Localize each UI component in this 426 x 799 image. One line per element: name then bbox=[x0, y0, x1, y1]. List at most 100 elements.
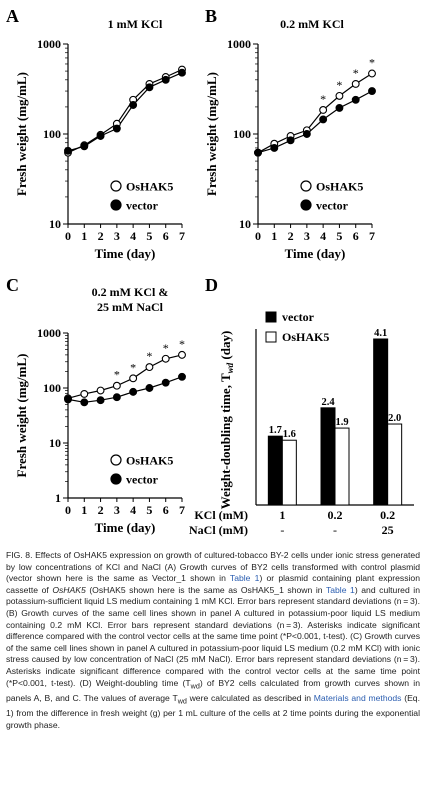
x-tick-label: 3 bbox=[114, 229, 120, 243]
data-point-vector bbox=[351, 95, 360, 104]
caption-text: ) or plasmid containing plant expression… bbox=[6, 573, 420, 595]
significance-asterisk: * bbox=[336, 78, 342, 92]
caption-link[interactable]: Table 1 bbox=[229, 573, 260, 584]
data-point-oshak5 bbox=[335, 91, 344, 100]
x-tick-label: 7 bbox=[179, 503, 185, 517]
bar-value-label: 4.1 bbox=[374, 328, 387, 339]
data-point-vector bbox=[145, 83, 154, 92]
y-tick-label: 10 bbox=[49, 217, 61, 231]
legend-marker-vector bbox=[110, 199, 122, 211]
data-point-vector bbox=[112, 124, 121, 133]
panel-title: 0.2 mM KCl & bbox=[92, 285, 169, 299]
data-point-vector bbox=[64, 146, 72, 155]
x-tick-label: 4 bbox=[320, 229, 326, 243]
x-tick-label: 2 bbox=[98, 229, 104, 243]
y-tick-label: 1000 bbox=[37, 326, 61, 340]
x-tick-label: 2 bbox=[288, 229, 294, 243]
data-point-oshak5 bbox=[129, 374, 138, 383]
y-axis-label: Weight-doubling time, Twd (day) bbox=[218, 331, 235, 510]
bar-vector bbox=[320, 407, 336, 506]
data-point-oshak5 bbox=[351, 79, 360, 88]
legend-label-vector: vector bbox=[282, 310, 315, 324]
data-point-vector bbox=[64, 395, 72, 404]
y-tick-label: 10 bbox=[239, 217, 251, 231]
caption-text: ) and cultured in potassium-sufficient l… bbox=[6, 584, 420, 688]
y-tick-label: 1000 bbox=[227, 37, 251, 51]
category-nacl-label: - bbox=[333, 523, 337, 537]
y-tick-label: 100 bbox=[43, 381, 61, 395]
data-point-vector bbox=[270, 143, 279, 152]
legend-label-vector: vector bbox=[126, 473, 159, 487]
panel-letter: A bbox=[6, 6, 19, 26]
panel-b: B 0.2 mM KCl 0 1 2 3 4 5 6 7 10 100 1000 Time (day) Fr… bbox=[204, 6, 376, 261]
data-point-vector bbox=[129, 387, 138, 396]
category-kcl-label: 0.2 bbox=[328, 508, 343, 522]
significance-asterisk: * bbox=[146, 349, 152, 363]
x-tick-label: 0 bbox=[65, 503, 71, 517]
legend-marker-oshak5 bbox=[300, 180, 312, 192]
bar-value-label: 2.0 bbox=[388, 413, 401, 424]
data-point-oshak5 bbox=[178, 350, 186, 359]
data-point-vector bbox=[335, 103, 344, 112]
panel-letter: B bbox=[205, 6, 217, 26]
x-axis-label: Time (day) bbox=[95, 246, 156, 261]
data-point-oshak5 bbox=[80, 389, 89, 398]
panel-letter: C bbox=[6, 275, 19, 295]
x-tick-label: 5 bbox=[146, 229, 152, 243]
data-point-oshak5 bbox=[145, 363, 154, 372]
panel-letter: D bbox=[205, 275, 218, 295]
data-point-vector bbox=[145, 384, 154, 392]
x-tick-label: 6 bbox=[353, 229, 359, 243]
data-point-vector bbox=[302, 130, 311, 138]
x-axis-label: Time (day) bbox=[95, 520, 156, 535]
bar-vector bbox=[373, 338, 389, 506]
x-axis-label: Time (day) bbox=[285, 246, 346, 261]
data-point-vector bbox=[96, 396, 105, 405]
y-axis-label: Fresh weight (mg/mL) bbox=[14, 72, 29, 196]
legend-label-oshak5: OsHAK5 bbox=[282, 330, 329, 344]
bar-value-label: 2.4 bbox=[321, 397, 335, 408]
row-label-kcl: KCl (mM) bbox=[194, 508, 248, 522]
x-tick-label: 0 bbox=[255, 229, 261, 243]
x-tick-label: 5 bbox=[146, 503, 152, 517]
y-tick-label: 1000 bbox=[37, 37, 61, 51]
caption-text: wd bbox=[177, 697, 187, 706]
significance-asterisk: * bbox=[130, 360, 136, 374]
panel-a: A 1 mM KCl 0 1 2 3 4 5 6 7 10 100 1000 Time (day) Fres… bbox=[6, 6, 186, 261]
legend-swatch-vector bbox=[265, 311, 277, 323]
legend-marker-oshak5 bbox=[110, 180, 122, 192]
panel-title: 1 mM KCl bbox=[108, 17, 163, 31]
y-tick-label: 10 bbox=[49, 436, 61, 450]
bar-vector bbox=[267, 435, 283, 506]
caption-link[interactable]: Materials and methods bbox=[313, 692, 402, 703]
data-point-vector bbox=[161, 75, 170, 84]
data-point-oshak5 bbox=[96, 386, 105, 395]
x-tick-label: 1 bbox=[81, 503, 87, 517]
x-tick-label: 0 bbox=[65, 229, 71, 243]
data-point-vector bbox=[368, 87, 376, 96]
bar-oshak5 bbox=[387, 423, 403, 506]
bar-value-label: 1.7 bbox=[269, 425, 282, 436]
legend-label-oshak5: OsHAK5 bbox=[126, 180, 173, 194]
caption-link[interactable]: Table 1 bbox=[325, 584, 355, 595]
y-tick-label: 1 bbox=[55, 491, 61, 505]
data-point-vector bbox=[161, 378, 170, 387]
legend-label-oshak5: OsHAK5 bbox=[126, 454, 173, 468]
bar-value-label: 1.9 bbox=[335, 417, 348, 428]
x-tick-label: 6 bbox=[163, 503, 169, 517]
legend-label-oshak5: OsHAK5 bbox=[316, 180, 363, 194]
bar-value-label: 1.6 bbox=[283, 429, 296, 440]
row-label-nacl: NaCl (mM) bbox=[189, 523, 248, 537]
bar-oshak5 bbox=[334, 427, 350, 506]
x-tick-label: 3 bbox=[304, 229, 310, 243]
category-kcl-label: 0.2 bbox=[380, 508, 395, 522]
significance-asterisk: * bbox=[179, 337, 185, 351]
y-tick-label: 100 bbox=[43, 127, 61, 141]
significance-asterisk: * bbox=[320, 92, 326, 106]
category-nacl-label: 25 bbox=[382, 523, 394, 537]
legend-marker-vector bbox=[110, 473, 122, 485]
significance-asterisk: * bbox=[369, 56, 375, 70]
caption-text: OsHAK5 bbox=[52, 584, 86, 595]
data-point-oshak5 bbox=[319, 106, 328, 114]
